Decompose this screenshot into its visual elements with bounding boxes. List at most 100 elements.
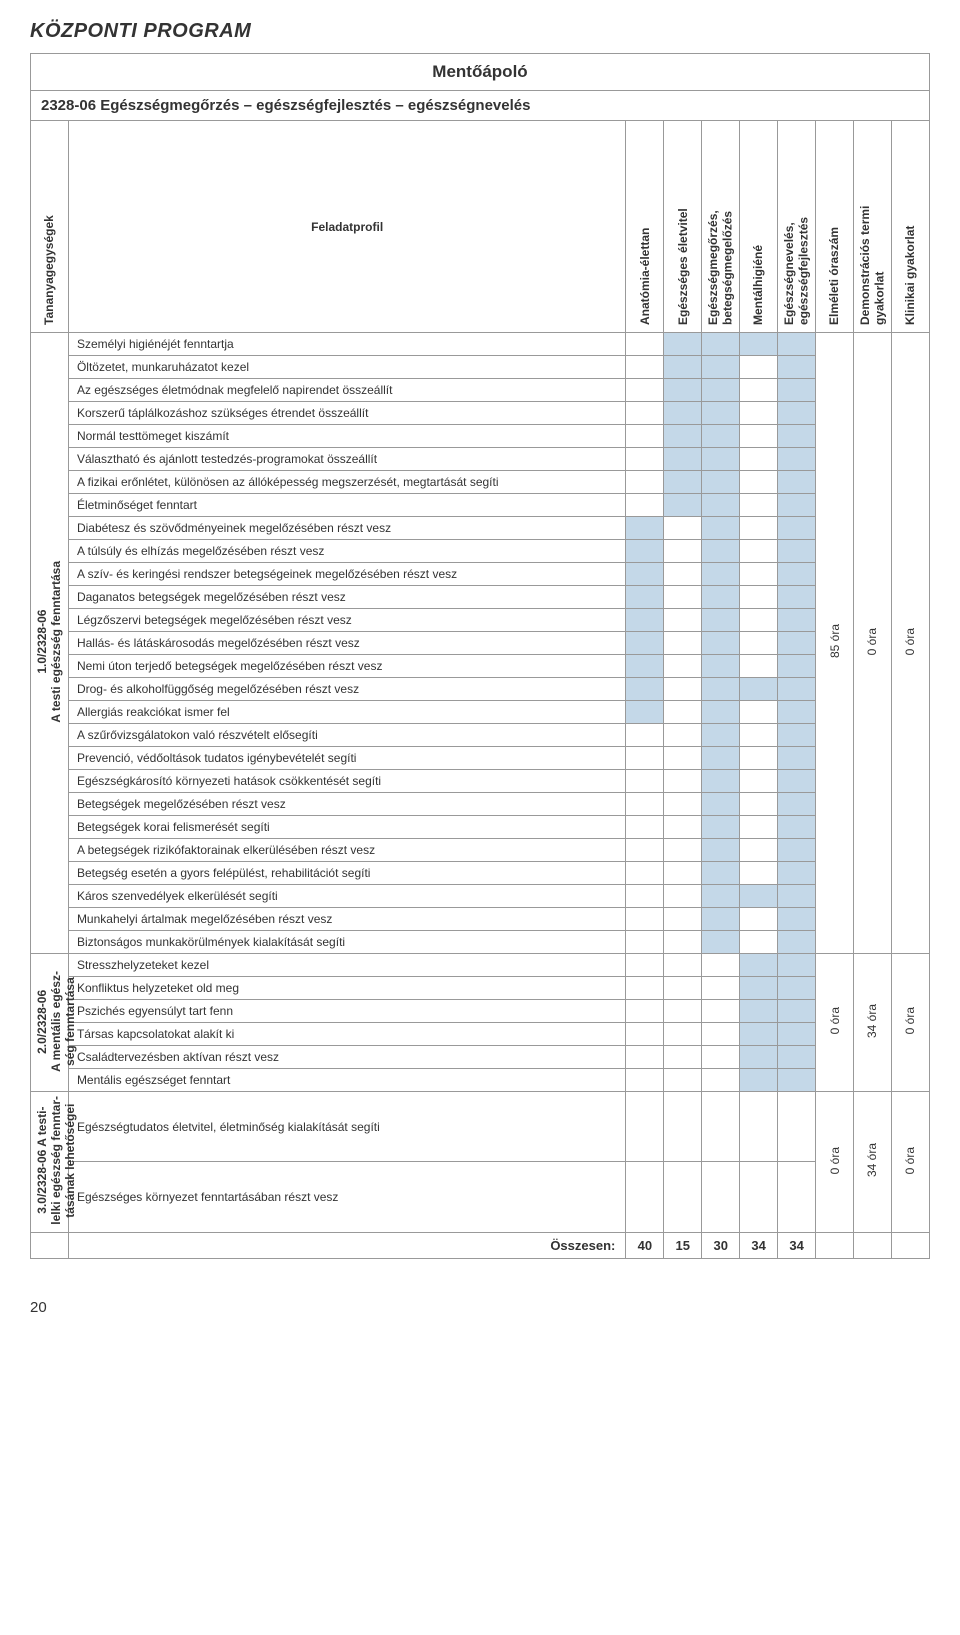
mark-cell — [778, 1092, 816, 1162]
mark-cell — [778, 839, 816, 862]
mark-cell — [702, 494, 740, 517]
mark-cell — [702, 1000, 740, 1023]
mark-cell — [702, 1023, 740, 1046]
task-cell: Káros szenvedélyek elkerülését segíti — [68, 885, 625, 908]
mark-cell — [740, 1046, 778, 1069]
table-row: Betegségek korai felismerését segíti — [31, 816, 930, 839]
table-row: Betegségek megelőzésében részt vesz — [31, 793, 930, 816]
content-wrapper: Mentőápoló 2328-06 Egészségmegőrzés – eg… — [0, 53, 960, 1279]
col-header-text-6: Demonstrációs termigyakorlat — [858, 125, 887, 325]
mark-cell — [740, 609, 778, 632]
mark-cell — [778, 678, 816, 701]
col-header-text-5: Elméleti óraszám — [827, 125, 841, 325]
mark-cell — [626, 356, 664, 379]
subtitle-row: 2328-06 Egészségmegőrzés – egészségfejle… — [30, 90, 930, 120]
col-header-text-2: Egészségmegőrzés,betegségmegelőzés — [706, 125, 735, 325]
mark-cell — [702, 770, 740, 793]
hours-cell: 0 óra — [853, 333, 891, 954]
totals-val-5 — [816, 1232, 854, 1258]
mark-cell — [702, 793, 740, 816]
task-cell: Munkahelyi ártalmak megelőzésében részt … — [68, 908, 625, 931]
col-header-text-1: Egészséges életvitel — [676, 125, 690, 325]
mark-cell — [664, 816, 702, 839]
mark-cell — [664, 563, 702, 586]
mark-cell — [702, 425, 740, 448]
mark-cell — [626, 839, 664, 862]
mark-cell — [626, 816, 664, 839]
mark-cell — [702, 356, 740, 379]
mark-cell — [702, 724, 740, 747]
mark-cell — [702, 448, 740, 471]
mark-cell — [702, 747, 740, 770]
mark-cell — [702, 977, 740, 1000]
mark-cell — [626, 609, 664, 632]
table-row: Betegség esetén a gyors felépülést, reha… — [31, 862, 930, 885]
mark-cell — [702, 471, 740, 494]
mark-cell — [626, 908, 664, 931]
table-row: Pszichés egyensúlyt tart fenn — [31, 1000, 930, 1023]
mark-cell — [702, 1162, 740, 1232]
mark-cell — [702, 678, 740, 701]
mark-cell — [740, 931, 778, 954]
totals-val-2: 30 — [702, 1232, 740, 1258]
mark-cell — [702, 609, 740, 632]
task-cell: A szív- és keringési rendszer betegségei… — [68, 563, 625, 586]
table-row: Az egészséges életmódnak megfelelő napir… — [31, 379, 930, 402]
mark-cell — [664, 1046, 702, 1069]
mark-cell — [740, 655, 778, 678]
hours-cell: 85 óra — [816, 333, 854, 954]
task-cell: A fizikai erőnlétet, különösen az állóké… — [68, 471, 625, 494]
mark-cell — [626, 862, 664, 885]
task-cell: Normál testtömeget kiszámít — [68, 425, 625, 448]
mark-cell — [664, 655, 702, 678]
mark-cell — [740, 839, 778, 862]
mark-cell — [626, 770, 664, 793]
hours-cell: 0 óra — [816, 1092, 854, 1233]
mark-cell — [740, 1162, 778, 1232]
task-cell: Egészséges környezet fenntartásában rész… — [68, 1162, 625, 1232]
mark-cell — [626, 1000, 664, 1023]
table-row: A fizikai erőnlétet, különösen az állóké… — [31, 471, 930, 494]
mark-cell — [626, 885, 664, 908]
mark-cell — [740, 517, 778, 540]
task-cell: Biztonságos munkakörülmények kialakításá… — [68, 931, 625, 954]
mark-cell — [702, 540, 740, 563]
mark-cell — [626, 471, 664, 494]
mark-cell — [664, 747, 702, 770]
task-cell: Nemi úton terjedő betegségek megelőzéséb… — [68, 655, 625, 678]
mark-cell — [778, 1000, 816, 1023]
mark-cell — [664, 402, 702, 425]
task-cell: Stresszhelyzeteket kezel — [68, 954, 625, 977]
mark-cell — [740, 908, 778, 931]
page-header: KÖZPONTI PROGRAM — [0, 0, 960, 53]
mark-cell — [626, 402, 664, 425]
mark-cell — [778, 379, 816, 402]
mark-cell — [778, 931, 816, 954]
mark-cell — [778, 977, 816, 1000]
mark-cell — [702, 931, 740, 954]
mark-cell — [778, 1046, 816, 1069]
mark-cell — [740, 471, 778, 494]
mark-cell — [626, 1046, 664, 1069]
mark-cell — [664, 954, 702, 977]
mark-cell — [664, 908, 702, 931]
table-row: Drog- és alkoholfüggőség megelőzésében r… — [31, 678, 930, 701]
table-row: Allergiás reakciókat ismer fel — [31, 701, 930, 724]
mark-cell — [740, 954, 778, 977]
header-row: Tananyagegységek Feladatprofil Anatómia-… — [31, 121, 930, 333]
mark-cell — [778, 1162, 816, 1232]
table-row: Korszerű táplálkozáshoz szükséges étrend… — [31, 402, 930, 425]
mark-cell — [664, 793, 702, 816]
mark-cell — [740, 1092, 778, 1162]
mark-cell — [778, 724, 816, 747]
task-cell: Egészségtudatos életvitel, életminőség k… — [68, 1092, 625, 1162]
col-header-text-0: Anatómia-élettan — [638, 125, 652, 325]
hours-cell: 0 óra — [891, 1092, 929, 1233]
table-row: A szív- és keringési rendszer betegségei… — [31, 563, 930, 586]
mark-cell — [778, 1069, 816, 1092]
col-header-3: Mentálhigiéné — [740, 121, 778, 333]
table-row: Daganatos betegségek megelőzésében részt… — [31, 586, 930, 609]
task-cell: Betegségek korai felismerését segíti — [68, 816, 625, 839]
task-cell: Allergiás reakciókat ismer fel — [68, 701, 625, 724]
task-cell: Pszichés egyensúlyt tart fenn — [68, 1000, 625, 1023]
